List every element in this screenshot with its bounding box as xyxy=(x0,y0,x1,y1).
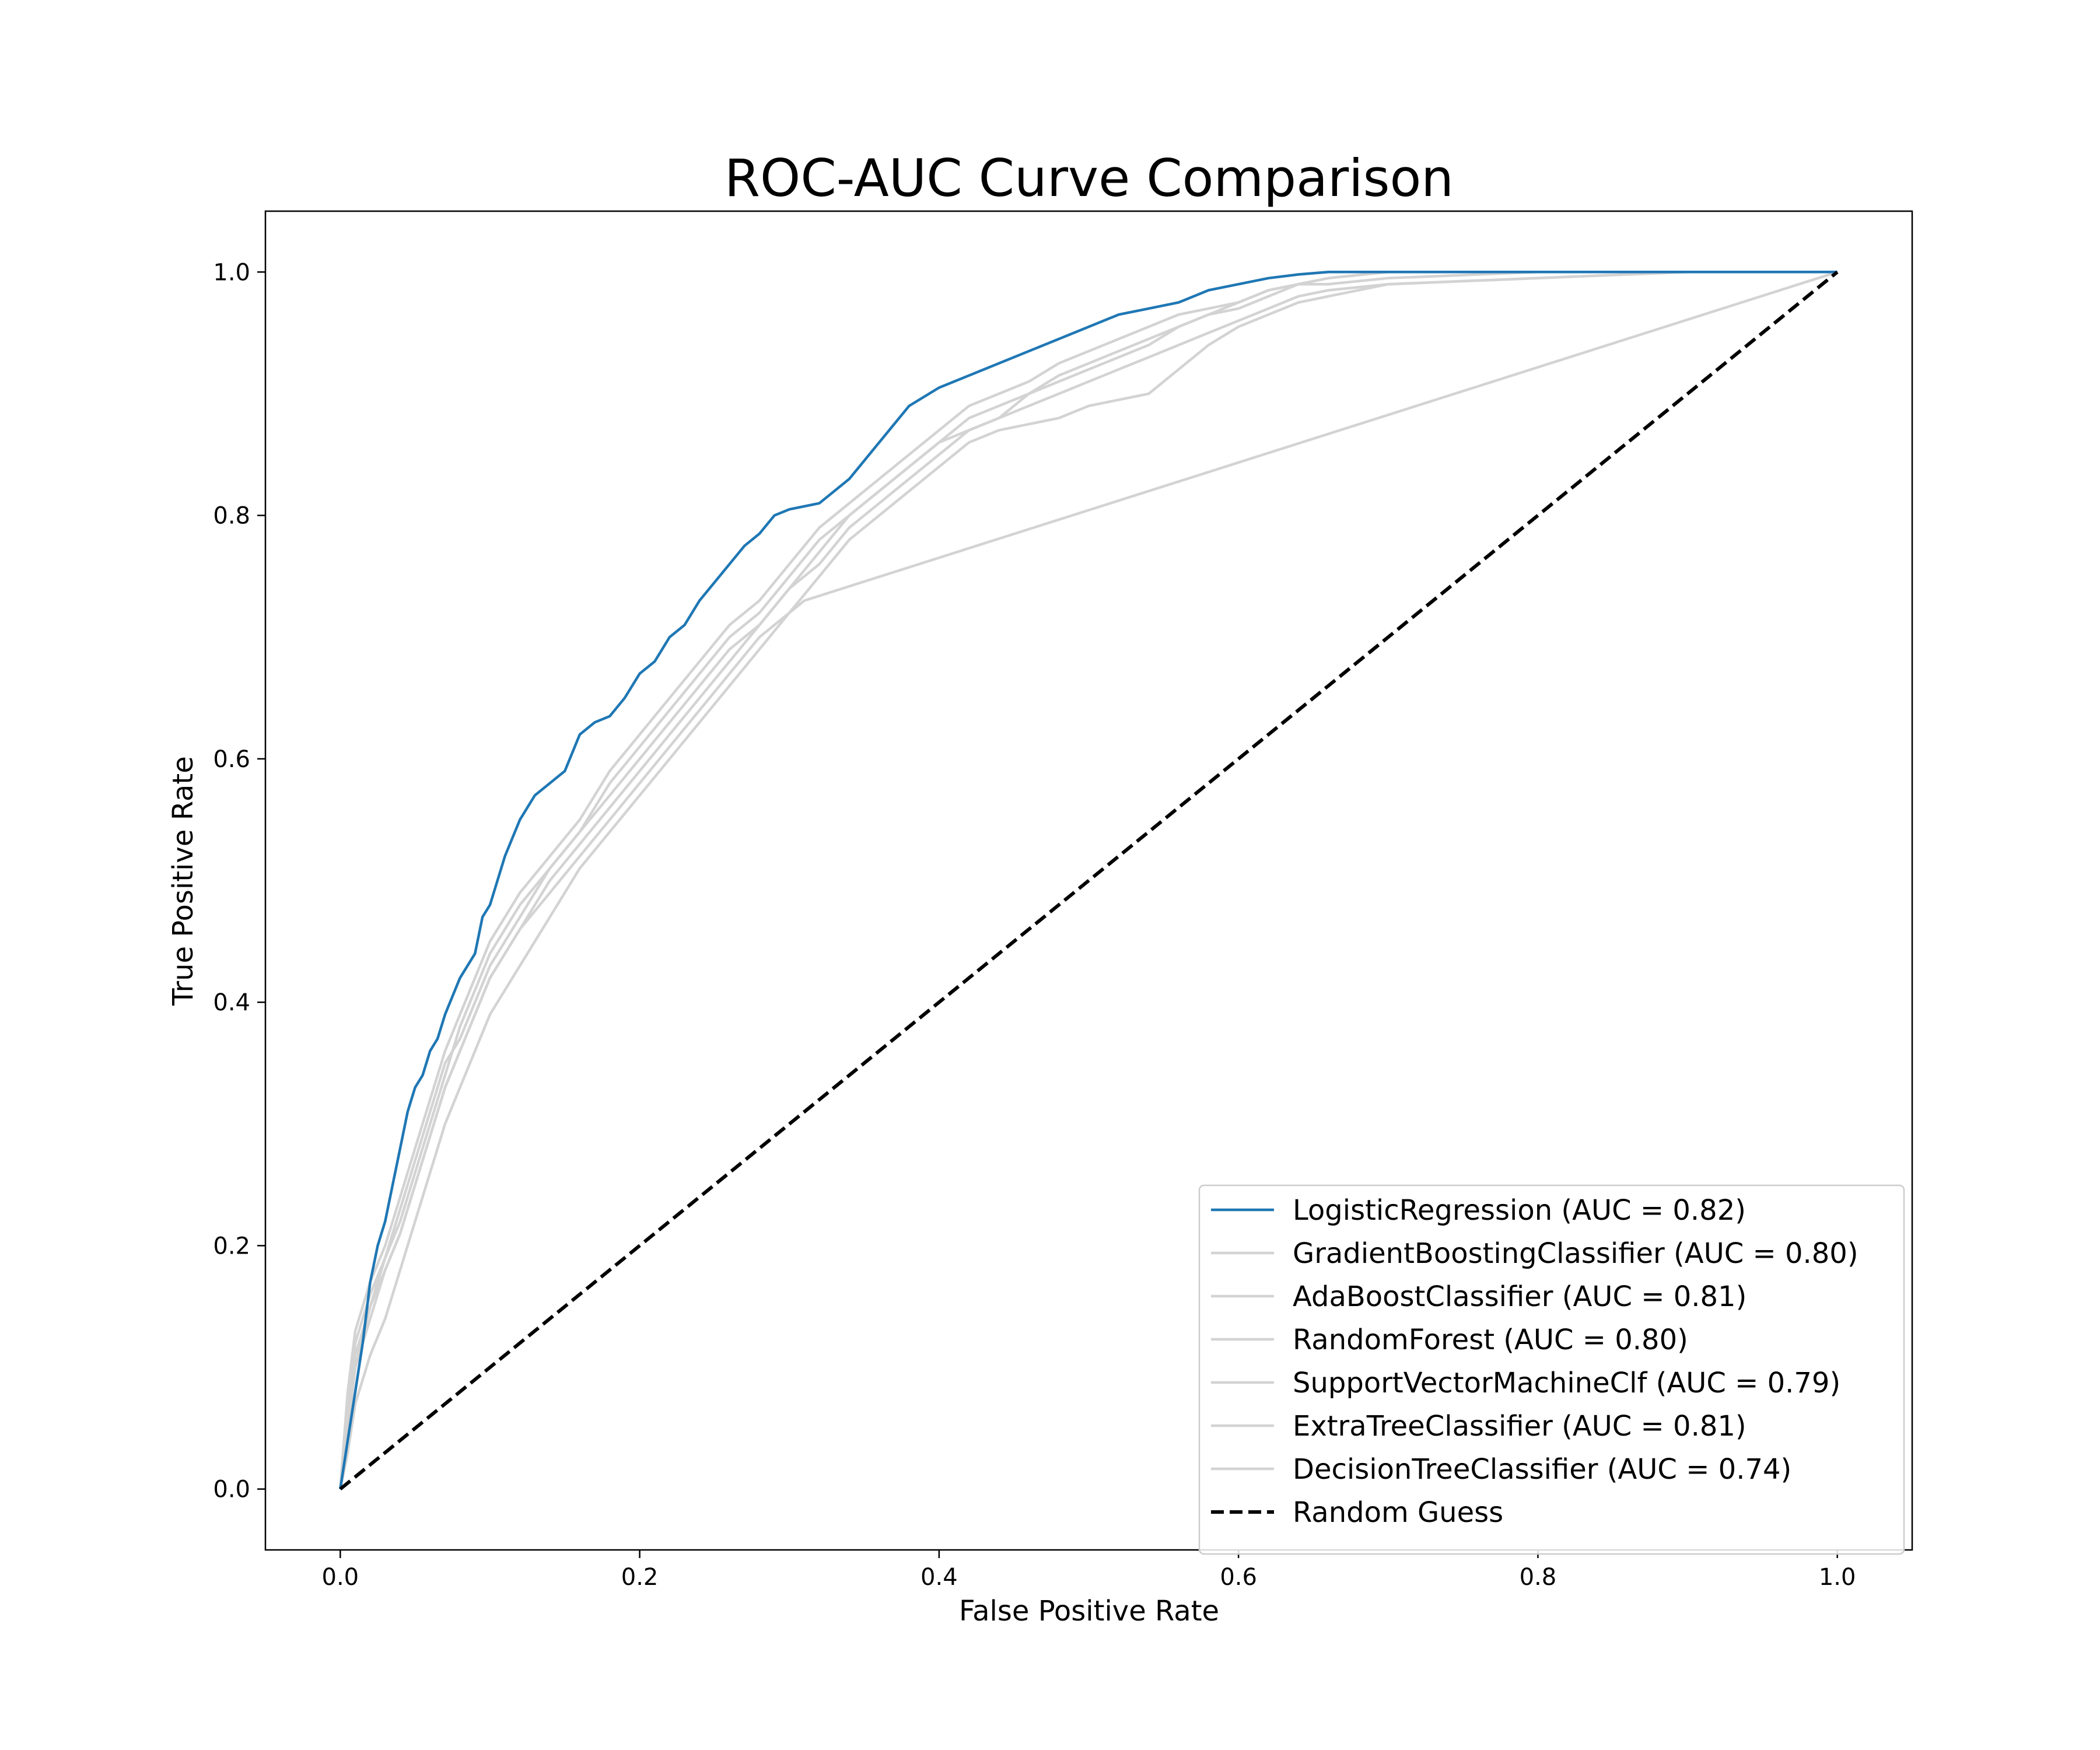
legend-label: SupportVectorMachineClf (AUC = 0.79) xyxy=(1293,1367,1840,1399)
x-tick-label: 0.6 xyxy=(1220,1564,1257,1591)
series-line-0 xyxy=(339,271,1838,1490)
series-line-5 xyxy=(339,271,1838,1489)
y-tick-label: 0.0 xyxy=(213,1476,250,1503)
legend-frame xyxy=(1198,1184,1905,1555)
x-tick-label: 0.2 xyxy=(621,1564,659,1591)
legend-label: DecisionTreeClassifier (AUC = 0.74) xyxy=(1293,1453,1791,1486)
x-tick-label: 0.8 xyxy=(1520,1564,1557,1591)
y-tick-label: 0.2 xyxy=(213,1233,250,1259)
x-tick-label: 1.0 xyxy=(1819,1564,1856,1591)
series-line-1 xyxy=(339,271,1838,1489)
legend-label: AdaBoostClassifier (AUC = 0.81) xyxy=(1293,1280,1746,1313)
chart-title: ROC-AUC Curve Comparison xyxy=(724,148,1454,208)
series-line-7 xyxy=(339,270,1839,1491)
plot-frame xyxy=(264,210,1913,1551)
legend: LogisticRegression (AUC = 0.82) GradientB… xyxy=(1198,1184,1905,1555)
x-axis-label: False Positive Rate xyxy=(959,1595,1219,1628)
series-line-6 xyxy=(339,271,1838,1489)
y-tick-label: 1.0 xyxy=(213,259,250,286)
legend-label: Random Guess xyxy=(1293,1496,1503,1529)
series-line-4 xyxy=(339,271,1838,1490)
legend-label: GradientBoostingClassifier (AUC = 0.80) xyxy=(1293,1237,1859,1270)
y-tick-label: 0.6 xyxy=(213,746,250,773)
plot-lines xyxy=(339,270,1839,1491)
y-axis: 0.0 0.2 0.4 0.6 0.8 1.0 xyxy=(213,259,265,1503)
x-tick-label: 0.0 xyxy=(322,1564,359,1591)
x-axis: 0.0 0.2 0.4 0.6 0.8 1.0 xyxy=(322,1550,1856,1591)
x-tick-label: 0.4 xyxy=(921,1564,958,1591)
y-axis-label: True Positive Rate xyxy=(167,756,200,1006)
legend-label: RandomForest (AUC = 0.80) xyxy=(1293,1324,1688,1356)
y-tick-label: 0.8 xyxy=(213,503,250,530)
y-tick-label: 0.4 xyxy=(213,989,250,1016)
legend-label: ExtraTreeClassifier (AUC = 0.81) xyxy=(1293,1410,1746,1443)
legend-label: LogisticRegression (AUC = 0.82) xyxy=(1293,1194,1746,1227)
